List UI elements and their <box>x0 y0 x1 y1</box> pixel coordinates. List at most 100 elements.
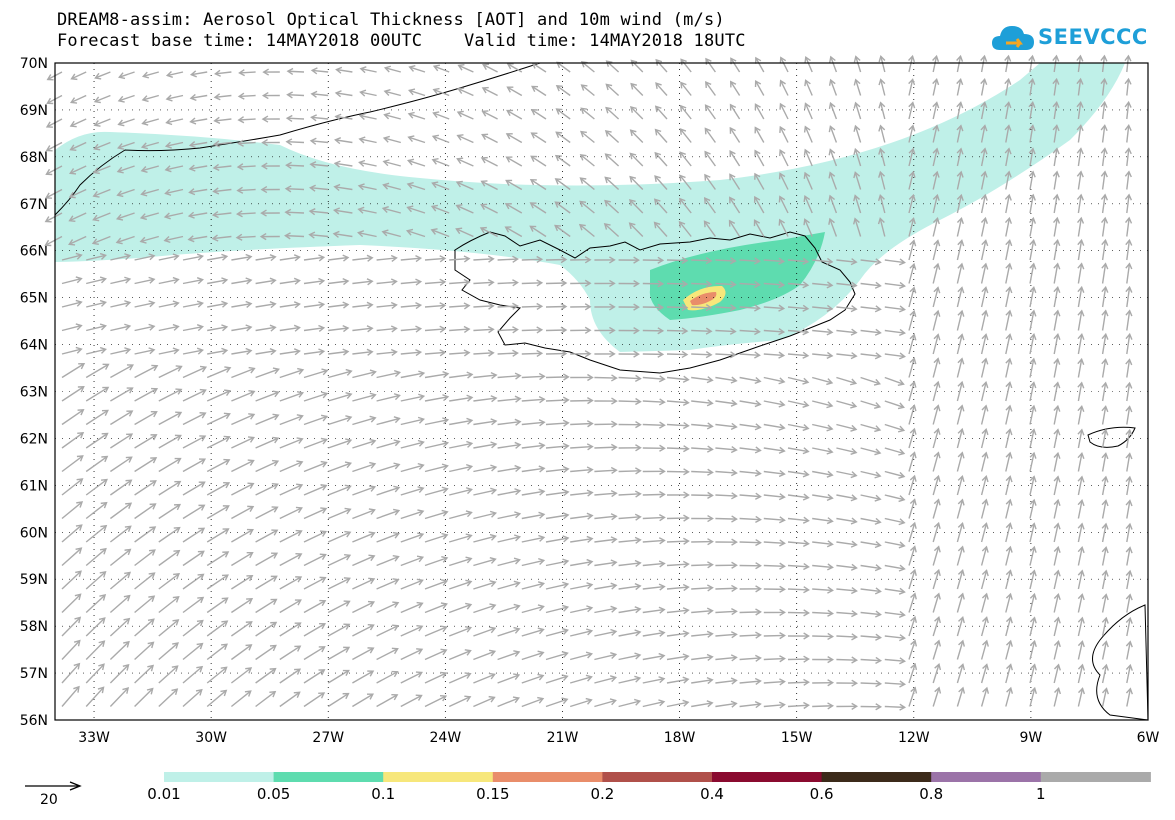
lat-label: 67N <box>20 197 48 213</box>
wind-arrow <box>880 79 886 96</box>
wind-arrow-head <box>1053 592 1061 601</box>
wind-arrow-head <box>933 286 941 294</box>
wind-arrow <box>352 532 375 543</box>
wind-arrow-head <box>560 350 568 358</box>
wind-arrow-head <box>682 421 690 430</box>
wind-arrow-head <box>1053 428 1061 436</box>
wind-arrow <box>1101 102 1106 120</box>
wind-arrow-head <box>333 160 341 168</box>
wind-arrow-head <box>908 101 916 109</box>
wind-arrow <box>400 694 422 708</box>
wind-arrow <box>1101 194 1106 214</box>
wind-arrow-head <box>981 451 989 459</box>
wind-arrow <box>980 102 986 120</box>
wind-arrow-head <box>1052 216 1061 224</box>
wind-arrow-head <box>416 624 424 632</box>
wind-arrow <box>739 259 760 262</box>
wind-arrow <box>531 85 547 97</box>
wind-arrow <box>118 118 135 126</box>
wind-arrow-head <box>580 84 588 91</box>
wind-arrow-head <box>659 490 666 499</box>
wind-arrow <box>1053 359 1059 378</box>
wind-arrow-head <box>803 194 811 203</box>
wind-arrow-head <box>320 484 328 491</box>
wind-arrow <box>255 326 276 332</box>
wind-arrow-head <box>683 468 690 476</box>
wind-arrow <box>400 602 423 614</box>
wind-arrow <box>407 183 426 191</box>
wind-arrow <box>956 405 963 425</box>
wind-arrow-head <box>1028 170 1036 178</box>
wind-arrow-head <box>487 302 495 310</box>
wind-arrow <box>594 376 617 379</box>
wind-arrow-head <box>537 650 545 658</box>
wind-arrow <box>303 369 328 379</box>
wind-arrow-head <box>853 171 861 179</box>
wind-arrow <box>327 623 350 637</box>
wind-arrow-head <box>221 574 229 581</box>
wind-arrow-head <box>934 639 942 647</box>
wind-arrow-head <box>318 646 326 653</box>
wind-arrow-head <box>850 424 858 432</box>
wind-arrow-head <box>683 514 690 522</box>
wind-arrow <box>812 306 833 310</box>
wind-arrow-head <box>1125 428 1133 436</box>
wind-arrow <box>860 658 881 662</box>
wind-arrow <box>189 165 208 170</box>
wind-arrow-head <box>587 373 594 382</box>
wind-arrow-head <box>196 277 204 285</box>
wind-arrow <box>1005 546 1012 566</box>
wind-arrow-head <box>586 628 594 636</box>
wind-arrow <box>932 171 938 190</box>
wind-arrow <box>956 640 964 660</box>
wind-arrow-head <box>981 616 989 624</box>
wind-arrow-head <box>456 134 464 141</box>
wind-arrow-head <box>391 670 399 678</box>
wind-arrow-head <box>682 676 690 684</box>
wind-arrow-head <box>580 107 588 115</box>
wind-arrow-head <box>513 626 521 634</box>
wind-arrow-head <box>196 300 204 308</box>
wind-arrow <box>255 575 277 590</box>
wind-arrow <box>860 611 881 616</box>
wind-arrow <box>352 351 373 355</box>
wind-arrow <box>1077 171 1082 190</box>
wind-arrow-head <box>730 700 738 708</box>
wind-arrow-head <box>1053 616 1061 624</box>
wind-arrow-head <box>958 639 965 647</box>
wind-arrow <box>715 633 737 637</box>
wind-arrow <box>594 561 617 567</box>
wind-arrow-head <box>586 512 594 520</box>
wind-arrow-head <box>93 120 101 127</box>
wind-arrow <box>860 306 881 311</box>
wind-arrow <box>1077 664 1084 684</box>
wind-arrow <box>1029 546 1035 566</box>
wind-arrow <box>141 212 159 219</box>
wind-arrow-head <box>909 239 917 247</box>
wind-arrow <box>1077 570 1083 590</box>
wind-arrow-head <box>505 156 513 163</box>
wind-arrow-head <box>272 367 280 375</box>
colorbar-tick-label: 0.01 <box>147 785 181 803</box>
wind-arrow-head <box>874 471 882 479</box>
wind-arrow-head <box>957 357 965 365</box>
wind-arrow <box>449 281 470 285</box>
wind-arrow-head <box>706 399 714 407</box>
wind-arrow-head <box>148 276 156 284</box>
wind-arrow <box>715 587 737 590</box>
wind-arrow <box>166 94 184 100</box>
wind-arrow <box>1077 382 1083 402</box>
wind-arrow <box>642 677 665 684</box>
wind-arrow <box>604 223 620 238</box>
wind-arrow <box>457 134 474 144</box>
wind-arrow <box>303 256 324 261</box>
wind-arrow-head <box>490 371 498 380</box>
lat-label: 57N <box>20 666 48 682</box>
wind-arrow-head <box>1101 262 1109 270</box>
wind-arrow <box>691 679 713 684</box>
wind-arrow <box>879 125 886 143</box>
wind-arrow <box>715 470 737 474</box>
wind-arrow-head <box>514 372 522 380</box>
wind-arrow <box>134 595 155 614</box>
wind-arrow-head <box>261 115 269 123</box>
